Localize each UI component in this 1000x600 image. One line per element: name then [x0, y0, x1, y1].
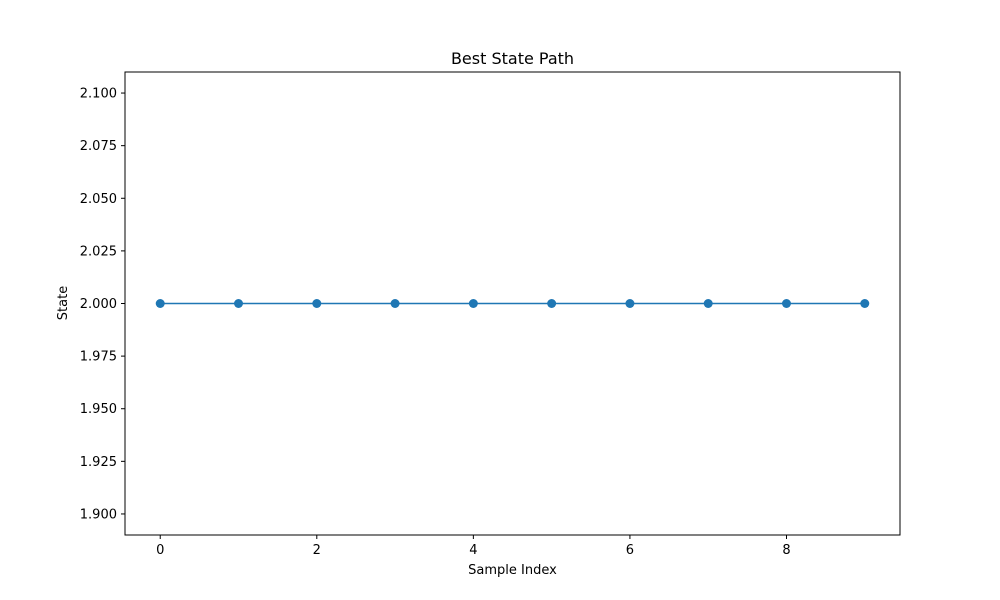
y-tick-label: 2.100	[80, 87, 117, 102]
x-tick-label: 8	[782, 543, 790, 558]
data-point	[703, 299, 713, 308]
y-tick-label: 1.950	[80, 402, 117, 417]
plot-area: 1.900 1.925 1.950 1.975 2.000 2.025 2.050 2.075…	[80, 71, 901, 558]
x-tick-label: 4	[469, 543, 477, 558]
x-axis-label: Sample Index	[468, 563, 557, 578]
data-point	[312, 299, 322, 308]
chart-title: Best State Path	[451, 49, 574, 68]
data-point	[155, 299, 165, 308]
y-tick-label: 2.025	[80, 244, 117, 259]
y-tick-label: 1.925	[80, 455, 117, 470]
x-tick-label: 6	[626, 543, 634, 558]
data-point	[547, 299, 557, 308]
y-tick-label: 2.000	[80, 297, 117, 312]
data-point	[781, 299, 791, 308]
y-axis-label: State	[56, 286, 71, 320]
y-axis: 1.900 1.925 1.950 1.975 2.000 2.025 2.050 2.075…	[80, 87, 125, 522]
data-point	[468, 299, 478, 308]
x-tick-label: 2	[313, 543, 321, 558]
data-point	[860, 299, 870, 308]
y-tick-label: 1.975	[80, 350, 117, 365]
y-tick-label: 2.075	[80, 139, 117, 154]
data-point	[234, 299, 244, 308]
x-tick-label: 0	[156, 543, 164, 558]
series-group	[155, 299, 870, 308]
data-point	[625, 299, 635, 308]
x-axis: 0 2 4 6 8	[156, 535, 791, 558]
y-tick-label: 2.050	[80, 192, 117, 207]
y-tick-label: 1.900	[80, 507, 117, 522]
data-point	[390, 299, 400, 308]
